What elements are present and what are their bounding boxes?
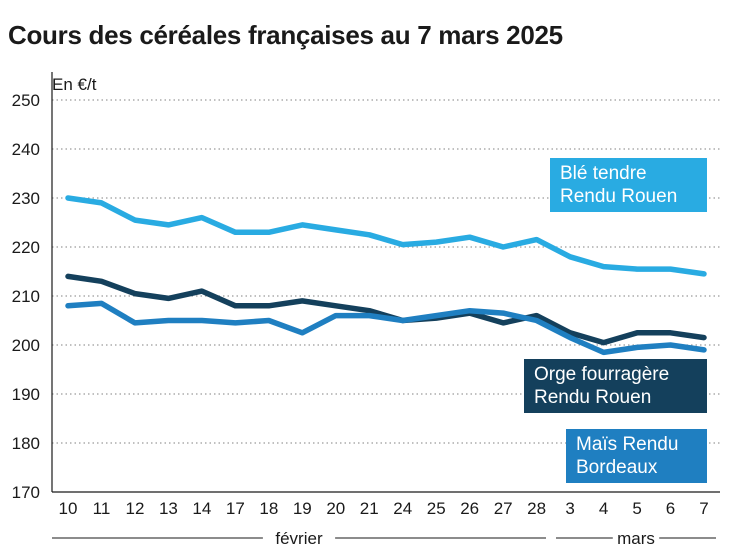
x-tick-label-15: 3 [565,499,574,518]
x-tick-label-5: 17 [226,499,245,518]
x-tick-label-17: 5 [632,499,641,518]
y-tick-label-180: 180 [12,434,40,453]
x-tick-label-11: 25 [427,499,446,518]
gridlines [52,99,720,444]
x-tick-label-1: 11 [93,499,111,518]
axes [51,72,720,493]
y-tick-label-230: 230 [12,189,40,208]
y-unit-label: En €/t [52,75,97,94]
y-tick-label-170: 170 [12,483,40,502]
group-label-0: février [275,529,323,548]
x-tick-label-9: 21 [360,499,379,518]
y-tick-label-200: 200 [12,336,40,355]
x-tick-label-4: 14 [192,499,211,518]
legend-ble-tendre: Blé tendre Rendu Rouen [550,158,707,212]
x-tick-label-10: 24 [393,499,412,518]
chart-title: Cours des céréales françaises au 7 mars … [8,20,563,50]
series-lines [65,195,707,356]
series-line-1 [65,273,707,346]
y-tick-label-220: 220 [12,238,40,257]
x-tick-label-3: 13 [159,499,178,518]
y-tick-label-210: 210 [12,287,40,306]
x-tick-label-2: 12 [125,499,144,518]
series-line-2 [65,300,707,356]
x-tick-label-13: 27 [494,499,513,518]
y-tick-label-250: 250 [12,91,40,110]
y-tick-label-240: 240 [12,140,40,159]
x-tick-label-0: 10 [59,499,78,518]
group-label-1: mars [617,529,655,548]
x-group-labels: février mars [52,529,716,548]
x-tick-label-19: 7 [699,499,708,518]
y-tick-label-190: 190 [12,385,40,404]
y-tick-labels: 170 180 190 200 210 220 230 240 250 [12,91,40,502]
x-tick-label-8: 20 [326,499,345,518]
legend-orge-fourragere: Orge fourragère Rendu Rouen [524,359,707,413]
legend-mais: Maïs Rendu Bordeaux [566,429,707,483]
x-tick-label-16: 4 [599,499,608,518]
x-tick-label-6: 18 [259,499,278,518]
x-tick-label-12: 26 [460,499,479,518]
x-tick-label-14: 28 [527,499,546,518]
x-tick-labels: 10 11 12 13 14 17 18 19 20 21 24 25 26 27 28 3 4 5 6 7 [59,499,709,518]
series-line-0 [65,195,707,277]
x-tick-label-7: 19 [293,499,312,518]
x-tick-label-18: 6 [666,499,675,518]
